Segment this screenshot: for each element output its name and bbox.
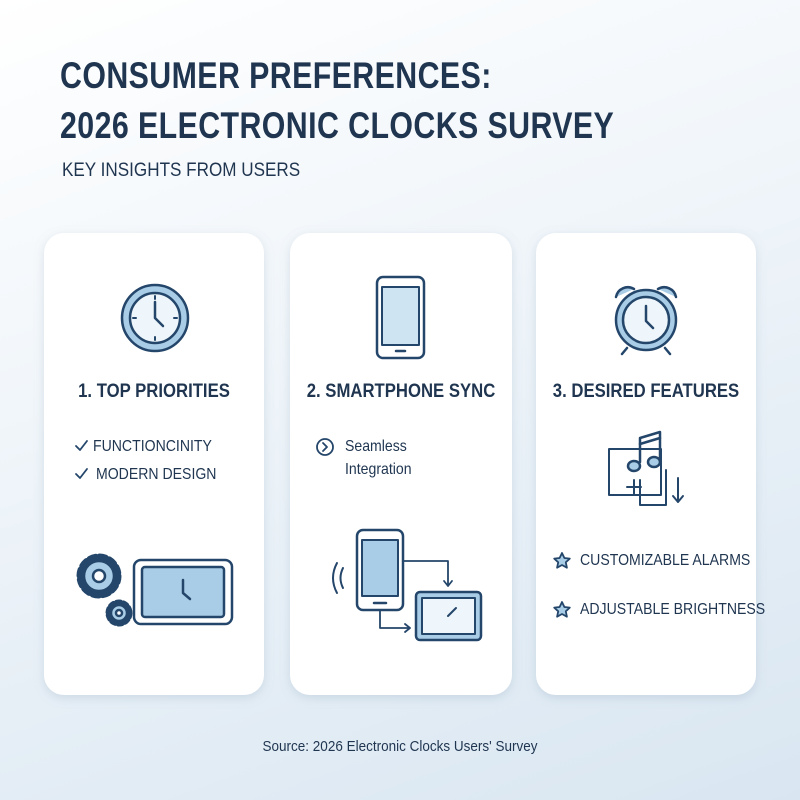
list-item: FUNCTIONCINITY (93, 438, 212, 455)
list-item: MODERN DESIGN (96, 466, 217, 483)
check-icon (75, 440, 88, 479)
card-title: 1. TOP PRIORITIES (78, 381, 230, 402)
gear-icon (76, 553, 133, 627)
list-item: Seamless Integration (345, 438, 412, 478)
alarm-clock-icon (614, 286, 678, 356)
tablet-icon (132, 558, 234, 626)
clock-icon (120, 283, 190, 353)
card (290, 233, 512, 695)
title: 2026 ELECTRONIC CLOCKS SURVEY (60, 105, 615, 146)
music-icon (608, 430, 684, 506)
phone-icon (375, 275, 426, 360)
title: CONSUMER PREFERENCES: (60, 55, 492, 96)
star-icon (553, 552, 571, 618)
list-item: CUSTOMIZABLE ALARMS (580, 552, 751, 569)
card-title: 3. DESIRED FEATURES (552, 381, 740, 402)
arrow-bullet (316, 438, 334, 456)
subtitle: KEY INSIGHTS FROM USERS (62, 160, 301, 181)
source-note: Source: 2026 Electronic Clocks Users' Su… (262, 738, 538, 755)
sync-illustration (332, 528, 483, 642)
card-title: 2. SMARTPHONE SYNC (306, 381, 496, 402)
list-item: ADJUSTABLE BRIGHTNESS (580, 601, 766, 618)
